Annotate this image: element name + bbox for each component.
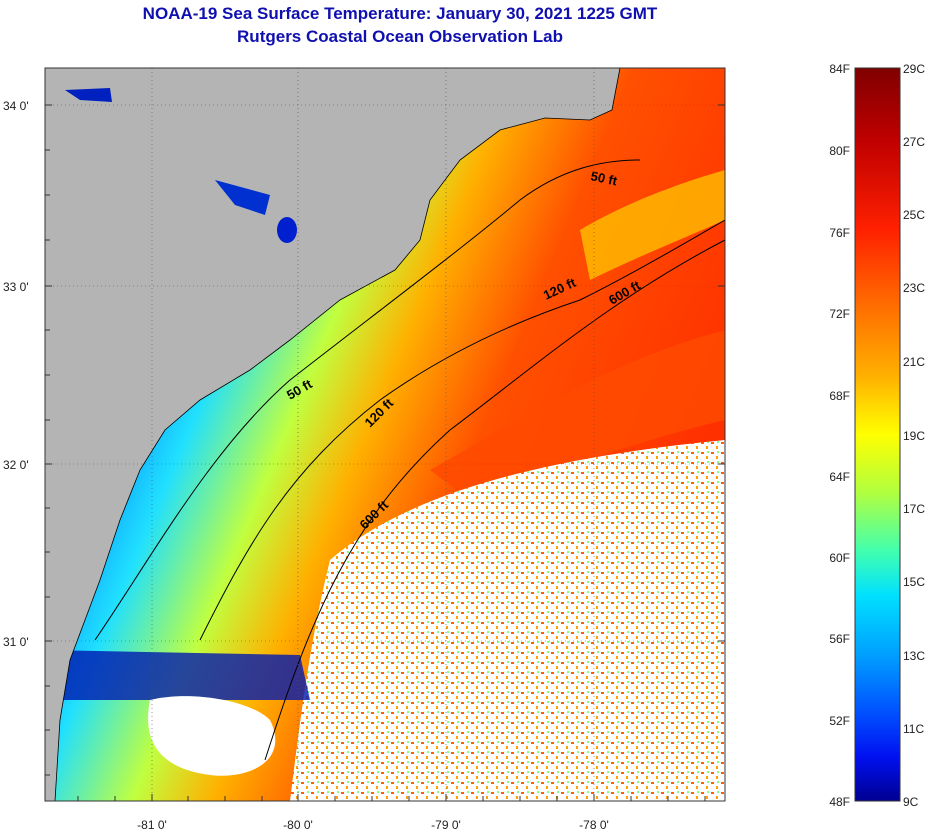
colorbar-label-c: 21C xyxy=(903,355,925,369)
colorbar-label-f: 68F xyxy=(829,389,850,403)
colorbar-label-c: 17C xyxy=(903,502,925,516)
colorbar-label-c: 29C xyxy=(903,62,925,76)
colorbar-label-c: 25C xyxy=(903,208,925,222)
lat-label: 33 0' xyxy=(3,280,29,294)
gulf-stream-band xyxy=(430,330,725,500)
colorbar-label-f: 72F xyxy=(829,307,850,321)
lat-label: 31 0' xyxy=(3,635,29,649)
lat-label: 34 0' xyxy=(3,99,29,113)
colorbar-celsius-ticks: 29C 27C 25C 23C 21C 19C 17C 15C 13C 11C … xyxy=(903,62,925,809)
colorbar xyxy=(854,67,901,802)
contour-50ft xyxy=(94,159,641,641)
colorbar-label-c: 11C xyxy=(903,722,924,736)
colorbar-label-f: 80F xyxy=(829,144,850,158)
axis-ticks xyxy=(45,104,725,801)
cold-water-band xyxy=(45,650,310,700)
warm-shelf-patch xyxy=(580,170,725,280)
chart-subtitle: Rutgers Coastal Ocean Observation Lab xyxy=(237,27,563,46)
colorbar-label-f: 56F xyxy=(829,632,850,646)
colorbar-label-c: 27C xyxy=(903,135,925,149)
land-mass xyxy=(45,68,621,801)
contour-120ft xyxy=(199,219,725,641)
coastal-cloud-patch xyxy=(148,696,276,776)
colorbar-label-f: 76F xyxy=(829,226,850,240)
colorbar-label-c: 13C xyxy=(903,649,925,663)
lon-label: -78 0' xyxy=(579,818,609,832)
chart-title: NOAA-19 Sea Surface Temperature: January… xyxy=(142,4,658,23)
map-area: 50 ft 120 ft 600 ft 50 ft 120 ft 600 ft xyxy=(45,68,725,801)
colorbar-label-c: 9C xyxy=(903,795,919,809)
map-frame xyxy=(44,67,726,802)
cloud-cover-region xyxy=(290,440,725,801)
inland-lake xyxy=(277,217,297,243)
lat-lon-grid xyxy=(45,68,725,801)
lon-label: -81 0' xyxy=(137,818,167,832)
inland-lake xyxy=(215,180,270,215)
colorbar-label-f: 64F xyxy=(829,470,850,484)
colorbar-label-f: 84F xyxy=(829,62,850,76)
colorbar-label-f: 60F xyxy=(829,551,850,565)
colorbar-fahrenheit-ticks: 84F 80F 76F 72F 68F 64F 60F 56F 52F 48F xyxy=(829,62,850,809)
inland-lake xyxy=(65,88,112,102)
lon-label: -80 0' xyxy=(283,818,313,832)
colorbar-label-f: 52F xyxy=(829,714,850,728)
lat-label: 32 0' xyxy=(3,458,29,472)
colorbar-label-f: 48F xyxy=(829,795,850,809)
lon-label: -79 0' xyxy=(431,818,461,832)
contour-label: 50 ft xyxy=(589,168,619,188)
colorbar-label-c: 23C xyxy=(903,281,925,295)
contour-600ft xyxy=(264,239,725,761)
colorbar-label-c: 15C xyxy=(903,575,925,589)
colorbar-label-c: 19C xyxy=(903,429,925,443)
